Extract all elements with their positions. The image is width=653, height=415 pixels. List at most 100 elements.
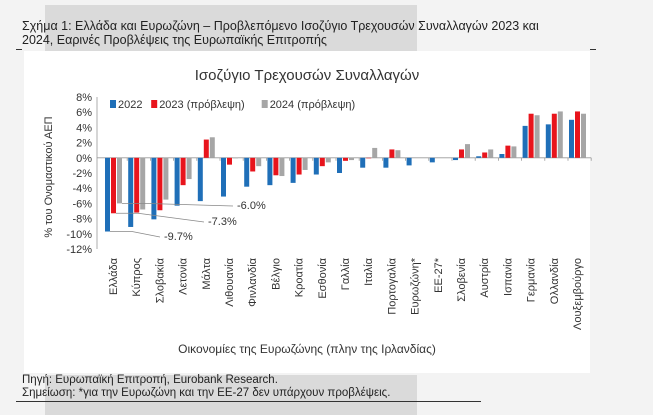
y-tick-label: 0% [76, 153, 92, 165]
x-tick-label: Ελλάδα [108, 257, 120, 295]
background-block [45, 5, 417, 51]
bar-2023-19 [551, 113, 557, 158]
bar-2022-20 [569, 119, 574, 158]
bar-2023-3 [180, 157, 186, 186]
y-tick-label: 2% [76, 138, 92, 150]
bar-2023-11 [366, 157, 372, 159]
bar-2024-1 [140, 157, 146, 210]
bar-2024-9 [325, 157, 331, 163]
bar-2024-7 [279, 157, 285, 177]
x-tick-label: ΕΕ-27* [433, 257, 445, 293]
figure-caption: Σχήμα 1: Ελλάδα και Ευρωζώνη – Προβλεπόμ… [22, 19, 612, 47]
bar-2023-16 [482, 152, 488, 158]
bar-2024-6 [256, 157, 262, 167]
bar-2024-8 [302, 157, 308, 170]
bar-2024-5 [233, 157, 238, 159]
bar-2023-10 [343, 157, 348, 161]
bar-2023-18 [528, 113, 534, 158]
x-tick-label: Γαλλία [340, 257, 352, 290]
bar-2022-15 [453, 157, 458, 161]
y-tick-label: 6% [76, 107, 92, 119]
bar-2023-12 [389, 149, 395, 158]
bar-2022-3 [174, 157, 180, 206]
bar-2023-1 [134, 157, 140, 213]
x-tick-label: Ιταλία [363, 257, 375, 286]
chart-title: Ισοζύγιο Τρεχουσών Συναλλαγών [195, 67, 420, 84]
bar-2022-11 [360, 157, 366, 168]
bar-2023-4 [203, 139, 209, 158]
bar-2024-19 [557, 111, 563, 158]
bar-2023-6 [250, 157, 256, 172]
x-tick-label: Σλοβενία [456, 257, 468, 301]
chart-area-background [24, 51, 590, 373]
bar-2022-17 [499, 154, 505, 158]
bar-2022-0 [105, 157, 110, 232]
caption-line-1: Σχήμα 1: Ελλάδα και Ευρωζώνη – Προβλεπόμ… [22, 19, 539, 33]
bar-2024-16 [488, 149, 494, 158]
bar-2024-2 [163, 157, 169, 200]
y-tick-label: -2% [72, 168, 92, 180]
bar-2024-3 [186, 157, 192, 180]
bar-2024-10 [349, 157, 354, 161]
bar-2022-16 [476, 156, 482, 158]
annotation-label: -9.7% [164, 231, 193, 243]
source-text: Πηγή: Ευρωπαϊκή Επιτροπή, Eurobank Resea… [22, 374, 278, 386]
y-tick-label: 4% [76, 122, 92, 134]
bar-2024-4 [209, 137, 215, 158]
legend-label: 2023 (πρόβλεψη) [159, 99, 245, 111]
bar-2023-9 [319, 157, 325, 167]
x-tick-label: Ολλανδία [549, 257, 561, 304]
x-tick-label: Σλοβακία [154, 257, 166, 303]
x-tick-label: Ισπανία [502, 257, 514, 296]
bar-2022-9 [313, 157, 319, 175]
x-tick-label: Ευρωζώνη* [410, 257, 422, 315]
x-tick-label: Κροατία [294, 257, 306, 297]
bar-2022-18 [522, 125, 528, 158]
divider [590, 49, 596, 50]
bar-2022-5 [221, 157, 226, 197]
bar-2024-20 [581, 113, 586, 158]
legend-label: 2022 [118, 99, 142, 111]
bar-2022-8 [290, 157, 296, 183]
y-tick-label: 8% [76, 92, 92, 104]
x-tick-label: Κύπρος [131, 258, 143, 297]
bar-2022-19 [545, 124, 551, 158]
annotation-leader [110, 231, 161, 238]
bar-2022-2 [151, 157, 157, 220]
bar-2023-15 [459, 149, 464, 158]
bar-2024-15 [465, 144, 470, 158]
x-tick-label: Λουξεμβούργο [572, 258, 584, 330]
legend-swatch [261, 100, 268, 108]
legend-swatch [110, 100, 116, 108]
bar-2022-12 [383, 157, 389, 168]
y-tick-label: -12% [66, 244, 92, 256]
bar-2022-1 [128, 157, 134, 227]
bar-2022-14 [429, 157, 435, 163]
x-tick-label: Φινλανδία [247, 257, 259, 306]
legend-swatch [151, 100, 158, 108]
bar-2022-7 [267, 157, 273, 186]
y-tick-label: -8% [72, 214, 92, 226]
bar-2023-8 [296, 157, 302, 175]
footer: Πηγή: Ευρωπαϊκή Επιτροπή, Eurobank Resea… [22, 374, 390, 400]
x-tick-label: Λετονία [178, 257, 190, 295]
x-tick-label: Πορτογαλία [386, 257, 398, 314]
bar-2024-0 [117, 157, 122, 204]
bar-2024-11 [372, 147, 378, 158]
x-tick-label: Λιθουανία [224, 257, 236, 306]
bar-2022-4 [197, 157, 203, 202]
bar-2023-0 [111, 157, 116, 214]
y-axis-label: % του Ονομαστικού ΑΕΠ [43, 116, 55, 237]
x-tick-label: Εσθονία [317, 257, 329, 298]
x-tick-label: Αυστρία [479, 257, 491, 297]
bar-2023-5 [227, 157, 232, 165]
y-tick-label: -6% [72, 198, 92, 210]
bar-2024-18 [534, 115, 540, 158]
y-tick-label: -10% [66, 229, 92, 241]
bar-2022-6 [244, 157, 250, 187]
bar-2022-13 [406, 157, 412, 166]
annotation-leader [122, 203, 234, 207]
x-axis-label: Οικονομίες της Ευρωζώνης (πλην της Ιρλαν… [178, 342, 436, 356]
divider [16, 401, 481, 402]
